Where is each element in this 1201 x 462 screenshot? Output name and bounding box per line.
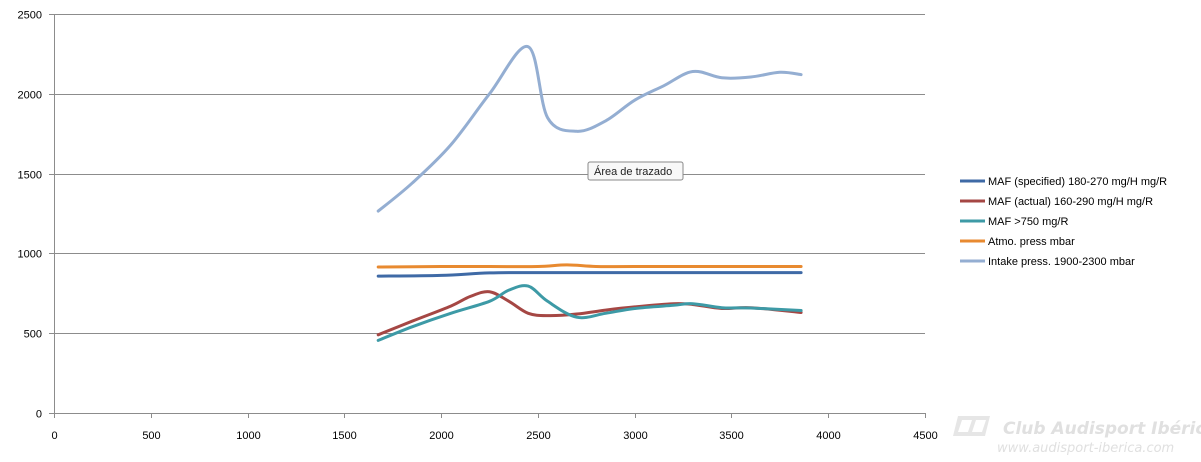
y-tick-label: 500 [24, 329, 42, 341]
x-tick-label: 3500 [719, 430, 743, 442]
axes [49, 14, 926, 418]
series-line-3[interactable] [376, 284, 803, 342]
y-tick-label: 2000 [18, 90, 42, 102]
x-tick-label: 2500 [526, 430, 550, 442]
y-tick-label: 1500 [18, 170, 42, 182]
plot-area-tooltip: Área de trazado [587, 161, 684, 181]
y-tick-label: 2500 [18, 10, 42, 22]
legend-item-1[interactable]: MAF (specified) 180-270 mg/H mg/R [960, 176, 1167, 188]
series-line-4[interactable] [376, 263, 803, 269]
legend[interactable]: MAF (specified) 180-270 mg/H mg/R MAF (ac… [960, 176, 1167, 268]
x-tick-label: 4000 [816, 430, 840, 442]
series-line-5[interactable] [376, 45, 803, 213]
grid [54, 14, 925, 334]
tooltip-box [587, 161, 684, 181]
x-tick-label: 1500 [332, 430, 356, 442]
legend-item-5[interactable]: Intake press. 1900-2300 mbar [960, 256, 1135, 268]
legend-label: Atmo. press mbar [988, 236, 1075, 248]
y-tick-labels: 0 500 1000 1500 2000 2500 [18, 10, 42, 421]
legend-label: Intake press. 1900-2300 mbar [988, 256, 1135, 268]
watermark: Club Audisport Ibérica www.audisport-ibe… [953, 416, 1201, 456]
legend-label: MAF (actual) 160-290 mg/H mg/R [988, 196, 1153, 208]
series[interactable] [376, 45, 803, 342]
legend-item-3[interactable]: MAF >750 mg/R [960, 216, 1068, 228]
legend-item-2[interactable]: MAF (actual) 160-290 mg/H mg/R [960, 196, 1153, 208]
x-tick-label: 0 [51, 430, 57, 442]
y-tick-label: 1000 [18, 249, 42, 261]
x-tick-label: 3000 [623, 430, 647, 442]
watermark-title: Club Audisport Ibérica [1003, 419, 1201, 439]
tooltip-label: Área de trazado [594, 165, 672, 178]
club-logo-icon [953, 416, 990, 436]
legend-label: MAF (specified) 180-270 mg/H mg/R [988, 176, 1167, 188]
series-line-2[interactable] [376, 290, 803, 337]
series-line-1[interactable] [376, 271, 803, 278]
x-tick-label: 1000 [236, 430, 260, 442]
x-tick-labels: 0 500 1000 1500 2000 2500 3000 3500 4000 4500 [51, 430, 937, 442]
legend-label: MAF >750 mg/R [988, 216, 1068, 228]
x-tick-label: 2000 [429, 430, 453, 442]
x-tick-label: 500 [142, 430, 160, 442]
x-tick-label: 4500 [913, 430, 937, 442]
watermark-url: www.audisport-iberica.com [997, 441, 1174, 456]
y-tick-label: 0 [36, 409, 42, 421]
legend-item-4[interactable]: Atmo. press mbar [960, 236, 1075, 248]
